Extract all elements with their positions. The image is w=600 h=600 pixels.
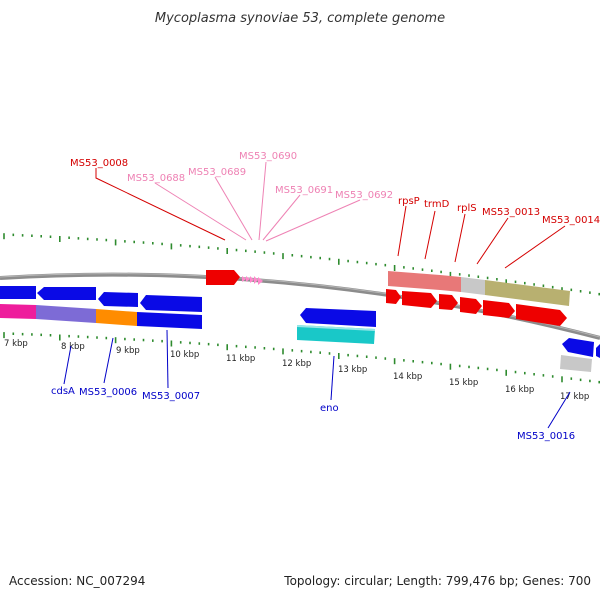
- gene-arrow: [37, 287, 96, 300]
- gene-arrow: [562, 338, 594, 357]
- gene-arrow: [402, 291, 437, 308]
- gene-label-ms53-0007: MS53_0007: [142, 391, 200, 402]
- kbp-label: 11 kbp: [226, 354, 255, 364]
- gene-arrow: [300, 308, 376, 327]
- gene-label-ms53-0016: MS53_0016: [517, 431, 575, 442]
- gene-label-eno: eno: [320, 403, 339, 414]
- kbp-label: 10 kbp: [170, 350, 199, 360]
- inner-tick-ring: [3, 332, 600, 384]
- kbp-label: 16 kbp: [505, 385, 534, 395]
- gene-arrow: [0, 286, 36, 299]
- gene-arrow: [140, 295, 202, 312]
- gene-block: [388, 271, 440, 290]
- gene-arrow: [206, 270, 240, 285]
- gene-block: [461, 277, 485, 295]
- top-pink-labels: MS53_0688 MS53_0689 MS53_0690 MS53_0691 …: [127, 151, 393, 242]
- gene-block: [560, 355, 592, 372]
- gene-label-ms53-0690: MS53_0690: [239, 151, 297, 162]
- gene-arrow: [386, 289, 401, 304]
- gene-label-ms53-0689: MS53_0689: [188, 167, 246, 178]
- gene-label-ms53-0006: MS53_0006: [79, 387, 137, 398]
- gene-label-ms53-0008: MS53_0008: [70, 158, 128, 169]
- gene-arrow: [460, 297, 482, 314]
- kbp-label: 9 kbp: [116, 346, 140, 356]
- gene-arrow: [98, 292, 138, 307]
- gene-label-ms53-0692: MS53_0692: [335, 190, 393, 201]
- kbp-label: 7 kbp: [4, 339, 28, 349]
- gene-arrow: [439, 294, 458, 310]
- gene-label-rpls: rplS: [457, 203, 477, 214]
- gene-label-rpsp: rpsP: [398, 196, 420, 207]
- gene-arrow: [596, 344, 600, 358]
- gene-arrow: [516, 304, 567, 326]
- kbp-label: 12 kbp: [282, 359, 311, 369]
- accession-text: Accession: NC_007294: [9, 574, 145, 588]
- kbp-scale: 7 kbp 8 kbp 9 kbp 10 kbp 11 kbp 12 kbp 1…: [4, 339, 589, 402]
- gene-block: [0, 304, 36, 319]
- gene-label-ms53-0691: MS53_0691: [275, 185, 333, 196]
- kbp-label: 15 kbp: [449, 378, 478, 388]
- top-red-labels: MS53_0008 rpsP trmD rplS MS53_0013 MS53_…: [70, 158, 600, 269]
- map-title: Mycoplasma synoviae 53, complete genome: [155, 11, 445, 26]
- gene-block: [485, 280, 570, 306]
- gene-block: [96, 309, 137, 326]
- gene-block: [440, 275, 461, 292]
- gene-label-ms53-0688: MS53_0688: [127, 173, 185, 184]
- topology-text: Topology: circular; Length: 799,476 bp; …: [283, 574, 591, 588]
- outer-tick-ring: [3, 233, 600, 296]
- gene-label-trmd: trmD: [424, 199, 450, 210]
- kbp-label: 13 kbp: [338, 365, 367, 375]
- gene-label-cdsa: cdsA: [51, 386, 75, 397]
- kbp-label: 8 kbp: [61, 342, 85, 352]
- gene-label-ms53-0013: MS53_0013: [482, 207, 540, 218]
- gene-arrow: [483, 300, 515, 318]
- gene-block: [137, 312, 202, 329]
- pink-chevron-genes: [242, 276, 263, 285]
- gene-block: [36, 305, 96, 323]
- kbp-label: 14 kbp: [393, 372, 422, 382]
- bottom-blue-labels: cdsA MS53_0006 MS53_0007 eno MS53_0016: [51, 329, 575, 442]
- kbp-label: 17 kbp: [560, 392, 589, 402]
- gene-label-ms53-0014: MS53_0014: [542, 215, 600, 226]
